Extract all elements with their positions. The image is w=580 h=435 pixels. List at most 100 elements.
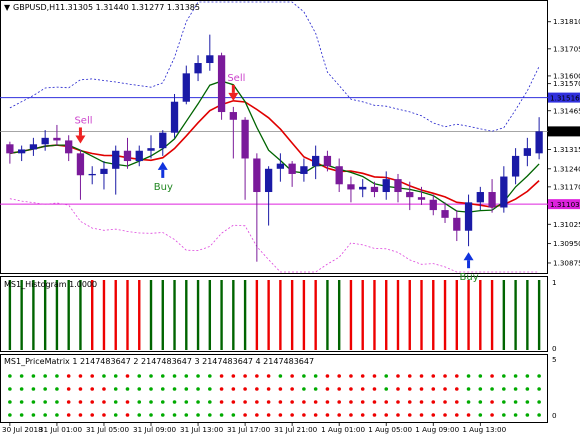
sell-arrow-stem	[231, 84, 235, 93]
matrix-dot-red	[290, 400, 294, 404]
histogram-bar-bull	[220, 280, 223, 350]
matrix-dot-red	[337, 374, 341, 378]
matrix-dot-red	[419, 413, 424, 417]
matrix-dot-green	[196, 387, 200, 391]
candle-body	[370, 186, 379, 193]
candle-body	[347, 184, 355, 190]
matrix-dot-red	[396, 374, 400, 378]
candle	[182, 65, 190, 105]
candle	[382, 171, 390, 200]
matrix-dot-green	[513, 374, 518, 378]
matrix-dot-green	[208, 387, 212, 391]
matrix-dot-red	[325, 400, 330, 404]
matrix-dot-red	[443, 387, 447, 391]
matrix-dot-red	[419, 387, 424, 391]
histogram-bar-bull	[502, 280, 506, 350]
histogram-bar-bear	[361, 280, 364, 350]
matrix-dot-red	[78, 374, 83, 378]
matrix-dot-green	[525, 413, 530, 417]
matrix-dot-red	[313, 413, 318, 417]
matrix-dot-red	[290, 387, 294, 391]
candle	[194, 55, 202, 82]
matrix-dot-red	[490, 413, 494, 417]
matrix-dot-red	[78, 387, 83, 391]
histogram-bar-bear	[490, 280, 494, 350]
matrix-dot-green	[43, 387, 47, 391]
matrix-dot-green	[302, 387, 306, 391]
price-marker-current: 1.31385	[550, 127, 580, 136]
matrix-dot-green	[149, 387, 153, 391]
matrix-dot-red	[407, 374, 412, 378]
matrix-dot-red	[454, 387, 459, 391]
sell-arrow-stem	[78, 127, 82, 136]
candle-body	[182, 73, 190, 102]
candle-body	[406, 192, 414, 198]
price-tick-label: 1.31025	[553, 220, 580, 229]
matrix-dot-green	[8, 387, 12, 391]
histogram-bar-bull	[67, 280, 70, 350]
candle-body	[488, 192, 496, 208]
candle	[41, 130, 49, 151]
matrix-dot-red	[255, 387, 259, 391]
time-axis-label: 31 Jul 21:00	[274, 425, 318, 434]
histogram-bar-bull	[243, 280, 247, 350]
histogram-bar-bear	[255, 280, 259, 350]
candle-body	[476, 192, 484, 203]
candle	[300, 158, 308, 182]
matrix-dot-red	[419, 400, 424, 404]
histogram-bar-bear	[443, 280, 447, 350]
matrix-dot-red	[278, 387, 283, 391]
matrix-dot-green	[55, 413, 59, 417]
price-tick-label: 1.31465	[553, 106, 580, 115]
matrix-dot-red	[266, 387, 271, 391]
matrix-dot-green	[19, 413, 24, 417]
candle-body	[53, 137, 61, 141]
matrix-dot-red	[337, 413, 341, 417]
histogram-bar-bull	[149, 280, 153, 350]
sell-signal-label: Sell	[227, 73, 245, 84]
time-axis-label: 1 Aug 13:00	[462, 425, 506, 434]
matrix-dot-green	[537, 387, 541, 391]
matrix-dot-green	[478, 413, 483, 417]
matrix-dot-green	[19, 400, 24, 404]
time-axis-label: 31 Jul 13:00	[180, 425, 224, 434]
candle-body	[335, 166, 343, 185]
matrix-dot-green	[513, 400, 518, 404]
matrix-dot-green	[231, 413, 236, 417]
matrix-dot-red	[231, 387, 236, 391]
candle-body	[76, 153, 85, 176]
candle	[370, 181, 379, 198]
matrix-dot-green	[478, 400, 483, 404]
matrix-dot-green	[8, 413, 12, 417]
histogram-tick-bottom: 0	[552, 344, 557, 353]
matrix-dot-green	[149, 374, 153, 378]
ma-fast-line	[9, 80, 540, 213]
candle	[511, 148, 520, 185]
histogram-bar-bear	[467, 280, 470, 350]
time-axis-label: 1 Aug 01:00	[321, 425, 365, 434]
matrix-dot-red	[255, 400, 259, 404]
matrix-dot-red	[372, 374, 377, 378]
buy-arrow-icon	[157, 161, 168, 170]
matrix-dot-green	[137, 387, 142, 391]
matrix-dot-red	[431, 387, 436, 391]
histogram-bar-bull	[326, 280, 329, 350]
matrix-dot-green	[513, 387, 518, 391]
matrix-dot-red	[419, 374, 424, 378]
histogram-bar-bull	[185, 280, 188, 350]
histogram-bar-bull	[32, 280, 35, 350]
matrix-dot-red	[290, 374, 294, 378]
matrix-dot-red	[219, 400, 224, 404]
candle-body	[170, 101, 179, 133]
histogram-bar-bear	[102, 280, 106, 350]
histogram-bar-bear	[432, 280, 435, 350]
histogram-bar-bull	[20, 280, 23, 350]
time-axis-label: 31 Jul 01:00	[39, 425, 83, 434]
candle	[217, 52, 226, 120]
histogram-bar-bear	[138, 280, 141, 350]
candle	[476, 186, 484, 211]
candle	[500, 166, 508, 213]
matrix-dot-green	[537, 374, 541, 378]
candle	[347, 176, 355, 203]
matrix-dot-green	[149, 413, 153, 417]
